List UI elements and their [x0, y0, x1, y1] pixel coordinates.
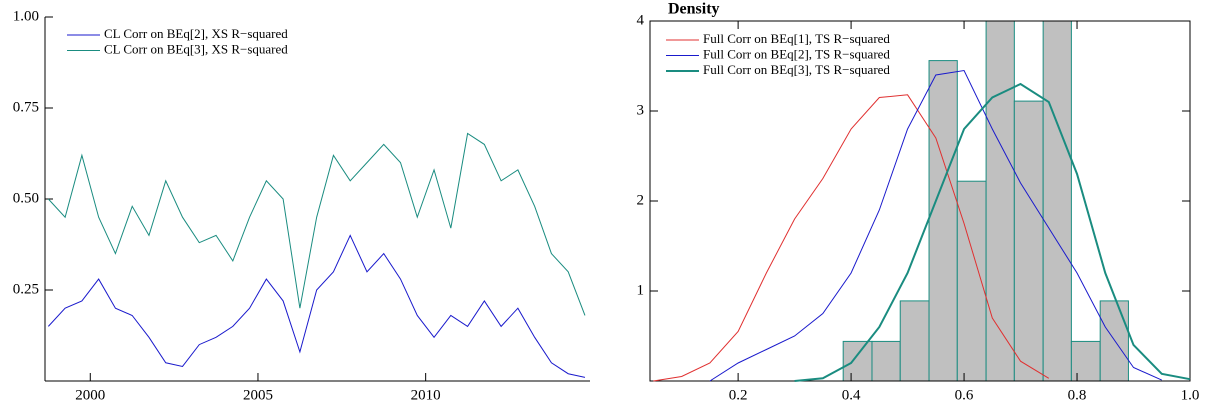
- y-tick-label: 3: [637, 102, 645, 118]
- x-tick-label: 0.6: [955, 387, 974, 403]
- histogram-bar: [1099, 300, 1129, 382]
- x-tick-label: 2010: [411, 387, 441, 403]
- legend-label: CL Corr on BEq[3], XS R−squared: [104, 41, 288, 56]
- x-tick-label: 2005: [243, 387, 273, 403]
- x-tick-label: 1.0: [1181, 387, 1200, 403]
- series-line: [709, 69, 1162, 382]
- y-axis-label: Density: [668, 1, 720, 18]
- legend-label: CL Corr on BEq[2], XS R−squared: [104, 26, 288, 41]
- series-line: [47, 234, 586, 378]
- histogram-bar: [1013, 100, 1044, 382]
- histogram-bar: [1070, 340, 1101, 382]
- series-line: [794, 82, 1191, 382]
- series-line: [47, 132, 586, 316]
- histogram-bar: [985, 20, 1015, 382]
- y-tick-label: 0.50: [13, 190, 39, 206]
- x-tick-label: 0.8: [1068, 387, 1087, 403]
- series-line: [653, 94, 1050, 382]
- legend-label: Full Corr on BEq[1], TS R−squared: [703, 31, 890, 46]
- x-tick-label: 0.2: [729, 387, 748, 403]
- x-tick-label: 2000: [75, 387, 105, 403]
- y-tick-label: 1: [637, 282, 645, 298]
- plot-frame: [649, 20, 1191, 382]
- y-tick-label: 0.75: [13, 99, 39, 115]
- histogram-bar: [899, 300, 930, 382]
- histogram-bar: [842, 340, 873, 382]
- y-tick-label: 1.00: [13, 8, 39, 24]
- y-tick-label: 0.25: [13, 281, 39, 297]
- legend-label: Full Corr on BEq[3], TS R−squared: [703, 62, 890, 77]
- y-tick-label: 4: [637, 12, 645, 28]
- histogram-bar: [1042, 20, 1072, 382]
- x-tick-label: 0.4: [842, 387, 861, 403]
- histogram-bar: [871, 340, 901, 382]
- histogram-bar: [928, 60, 958, 382]
- legend-label: Full Corr on BEq[2], TS R−squared: [703, 46, 890, 61]
- y-tick-label: 2: [637, 192, 645, 208]
